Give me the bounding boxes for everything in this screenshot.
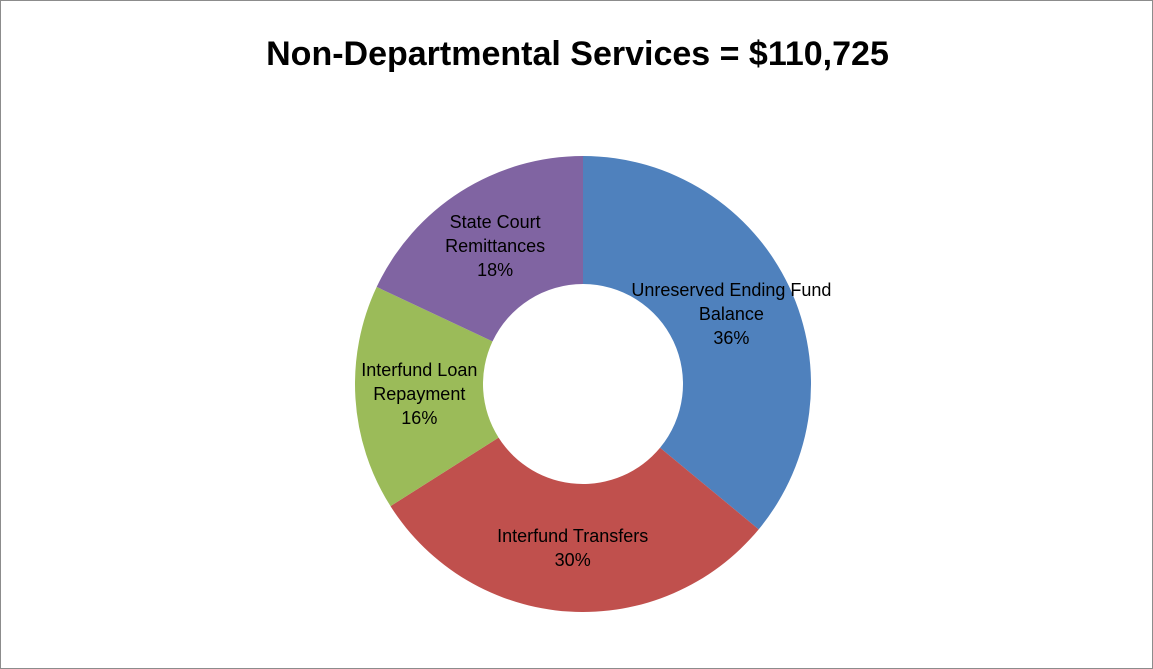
value-label: 16% xyxy=(401,408,438,429)
category-label: Interfund Loan Repayment xyxy=(361,360,478,405)
value-label: 30% xyxy=(554,549,591,570)
data-label: Interfund Loan Repayment 16% xyxy=(344,358,494,430)
category-label: Unreserved Ending Fund Balance xyxy=(631,280,832,325)
donut-segment xyxy=(376,156,583,342)
donut-segment xyxy=(390,437,759,612)
donut-segment xyxy=(583,156,811,530)
category-label: Interfund Transfers xyxy=(497,525,649,546)
data-label: State Court Remittances 18% xyxy=(425,210,565,282)
data-label: Unreserved Ending Fund Balance 36% xyxy=(621,278,841,350)
data-label: Interfund Transfers 30% xyxy=(453,524,693,572)
chart-title: Non-Departmental Services = $110,725 xyxy=(266,35,889,73)
category-label: State Court Remittances xyxy=(445,211,546,256)
value-label: 36% xyxy=(713,328,750,349)
donut-segment xyxy=(355,286,499,507)
value-label: 18% xyxy=(477,259,514,280)
